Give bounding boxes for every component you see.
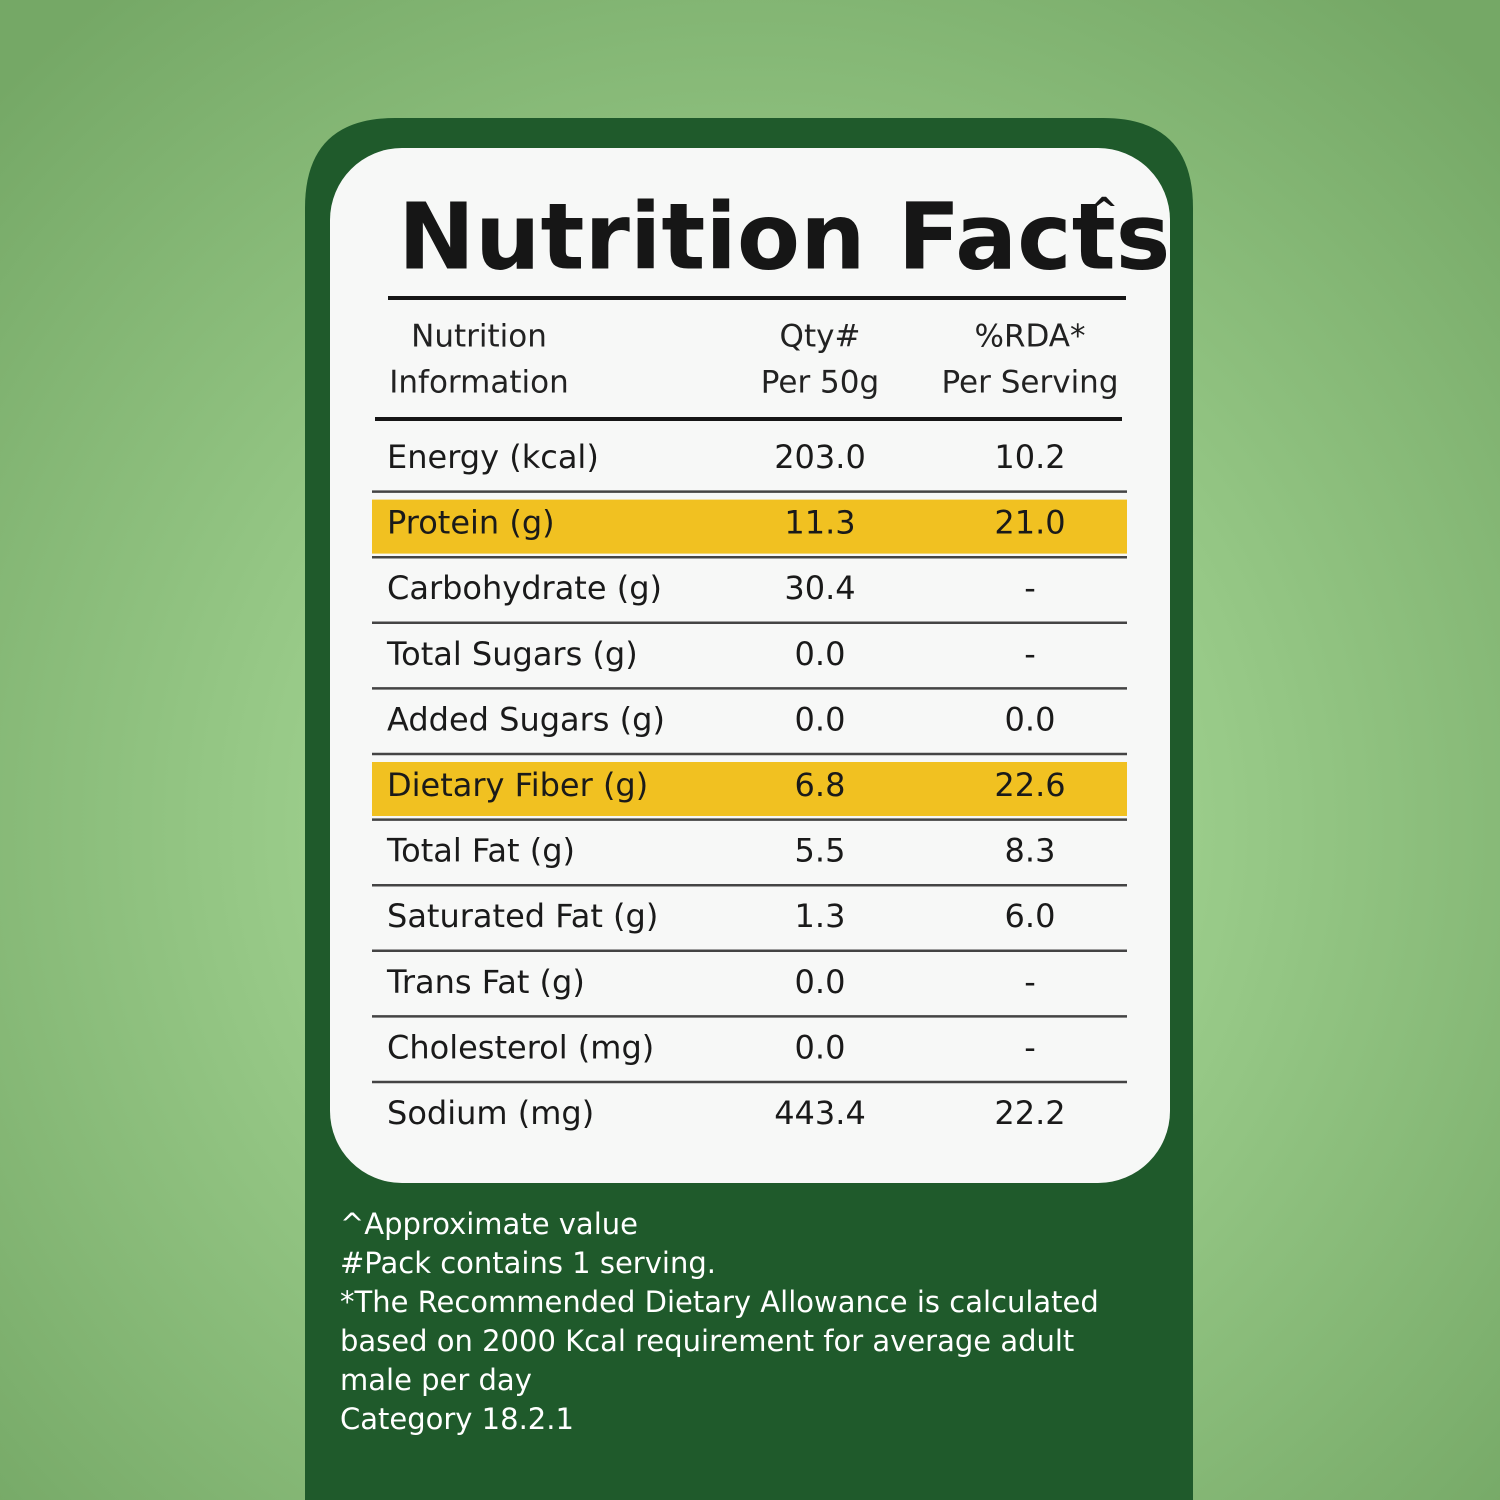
cell-label: Protein (g) [387, 504, 555, 542]
cell-rda: 0.0 [1005, 700, 1056, 738]
footnote: Category 18.2.1 [340, 1402, 574, 1436]
footnote: male per day [340, 1363, 532, 1397]
cell-rda: - [1024, 1028, 1036, 1066]
cell-label: Cholesterol (mg) [387, 1028, 654, 1066]
header-cell: Per 50g [761, 365, 879, 401]
header-cell: Qty# [780, 319, 861, 355]
cell-label: Energy (kcal) [387, 438, 599, 476]
row-highlight [372, 762, 1127, 816]
cell-qty: 443.4 [774, 1094, 866, 1132]
cell-rda: - [1024, 569, 1036, 607]
cell-label: Trans Fat (g) [386, 963, 585, 1001]
cell-rda: 8.3 [1005, 832, 1056, 870]
footnote: *The Recommended Dietary Allowance is ca… [340, 1285, 1099, 1319]
cell-label: Saturated Fat (g) [387, 897, 658, 935]
card [330, 148, 1170, 1183]
cell-qty: 30.4 [784, 569, 855, 607]
cell-rda: 21.0 [994, 504, 1065, 542]
footnote: based on 2000 Kcal requirement for avera… [340, 1324, 1074, 1358]
cell-qty: 1.3 [795, 897, 846, 935]
cell-qty: 11.3 [784, 504, 855, 542]
header-cell: Information [389, 365, 568, 401]
cell-label: Carbohydrate (g) [387, 569, 662, 607]
cell-qty: 0.0 [795, 1028, 846, 1066]
cell-label: Sodium (mg) [387, 1094, 594, 1132]
cell-qty: 5.5 [795, 832, 846, 870]
cell-qty: 6.8 [795, 766, 846, 804]
cell-qty: 203.0 [774, 438, 866, 476]
footnote: #Pack contains 1 serving. [340, 1246, 716, 1280]
row-highlight [372, 499, 1127, 554]
cell-label: Dietary Fiber (g) [387, 766, 648, 804]
cell-label: Total Sugars (g) [386, 635, 638, 673]
cell-rda: 22.6 [994, 766, 1065, 804]
header-cell: %RDA* [974, 319, 1085, 355]
title: Nutrition Facts [398, 183, 1170, 290]
cell-rda: 6.0 [1005, 897, 1056, 935]
cell-qty: 0.0 [795, 700, 846, 738]
title-mark: ^ [1090, 191, 1119, 231]
cell-rda: - [1024, 963, 1036, 1001]
cell-qty: 0.0 [795, 635, 846, 673]
table: Nutrition Information Qty# Per 50g %RDA* Per … [340, 319, 1127, 1436]
header-cell: Per Serving [941, 365, 1118, 401]
cell-rda: 22.2 [994, 1094, 1065, 1132]
header-cell: Nutrition [411, 319, 547, 355]
cell-rda: - [1024, 635, 1036, 673]
cell-label: Added Sugars (g) [387, 700, 665, 738]
cell-qty: 0.0 [795, 963, 846, 1001]
footnote: ^Approximate value [340, 1207, 638, 1241]
cell-rda: 10.2 [994, 438, 1065, 476]
cell-label: Total Fat (g) [386, 832, 575, 870]
